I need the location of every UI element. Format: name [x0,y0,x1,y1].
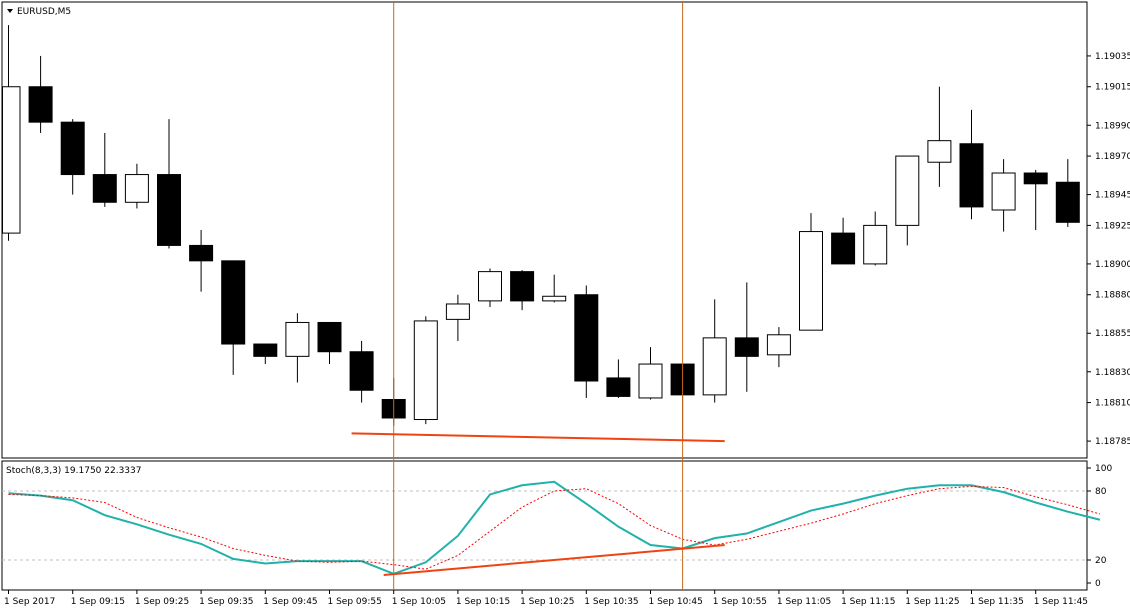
time-tick-label: 1 Sep 09:15 [71,597,125,607]
time-tick-label: 1 Sep 09:45 [263,597,317,607]
stochastic-tick-label: 20 [1095,556,1107,566]
time-tick-label: 1 Sep 10:45 [649,597,703,607]
candle-body [991,172,1016,211]
time-tick-label: 1 Sep 09:55 [328,597,382,607]
candle-body [863,224,888,265]
time-axis: 1 Sep 2017 1 Sep 09:15 1 Sep 09:25 1 Sep 09… [4,590,1088,607]
time-tick-label: 1 Sep 10:25 [520,597,574,607]
candle-body [189,244,214,262]
time-tick-label: 1 Sep 11:05 [777,597,831,607]
price-tick-label: 1.18900 [1095,260,1130,270]
stochastic-panel-frame [1,460,1088,591]
candle-body [124,174,149,203]
price-tick-label: 1.18880 [1095,291,1130,301]
candle-body [1055,181,1080,223]
candle-body [831,232,856,265]
candle-body [702,337,727,396]
price-tick-label: 1.18855 [1095,329,1130,339]
candle-body [2,86,21,234]
price-panel-frame [1,1,1088,459]
price-trendline [351,432,725,443]
candle-body [253,343,278,357]
candle-body [606,377,631,397]
candle-body [638,363,663,399]
stochastic-trendline [383,544,725,576]
time-tick-label: 1 Sep 09:25 [135,597,189,607]
stochastic-label: Stoch(8,3,3) 19.1750 22.3337 [6,466,141,476]
candle-body [349,351,374,391]
candle-body [92,174,117,203]
candle-body [28,86,53,123]
stochastic-tick-label: 80 [1095,487,1107,497]
time-tick-label: 1 Sep 11:15 [841,597,895,607]
candle-body [799,231,823,331]
time-tick-label: 1 Sep 11:35 [970,597,1024,607]
time-tick-label: 1 Sep 10:15 [456,597,510,607]
stochastic-lines [8,480,1101,575]
candle-body [542,295,567,302]
candle-body [510,271,535,302]
candle-body [1023,172,1048,185]
time-tick-label: 1 Sep 11:45 [1034,597,1088,607]
stochastic-main-line [8,480,1101,575]
candle-body [445,303,470,320]
overlay-lines [351,2,725,590]
price-tick-label: 1.18925 [1095,221,1130,231]
candle-body [285,321,310,357]
candle-body [895,155,920,226]
candle-body [959,143,984,208]
time-tick-label: 1 Sep 2017 [4,597,55,607]
symbol-label: EURUSD,M5 [17,7,71,17]
stochastic-signal-line [8,485,1101,570]
candle-body [734,337,759,357]
price-tick-label: 1.18945 [1095,191,1130,201]
candle-body [317,321,342,353]
price-tick-label: 1.18830 [1095,368,1130,378]
stochastic-tick-label: 100 [1095,464,1112,474]
price-tick-label: 1.18810 [1095,399,1130,409]
price-tick-label: 1.19035 [1095,52,1130,62]
candle-body [478,271,502,302]
candle-body [413,320,438,421]
time-tick-label: 1 Sep 10:55 [713,597,767,607]
time-tick-label: 1 Sep 10:35 [584,597,638,607]
candle-body [766,334,791,356]
candle-body [60,121,85,176]
price-tick-label: 1.18970 [1095,152,1130,162]
candle-body [157,174,181,246]
price-axis: 1.19035 1.19015 1.18990 1.18970 1.18945 1.189… [1087,52,1130,447]
price-tick-label: 1.18785 [1095,437,1130,447]
candle-body [221,260,246,345]
dropdown-arrow-icon[interactable] [7,9,13,13]
price-tick-label: 1.19015 [1095,83,1130,93]
price-tick-label: 1.18990 [1095,121,1130,131]
time-tick-label: 1 Sep 10:05 [392,597,446,607]
time-tick-label: 1 Sep 09:35 [199,597,253,607]
candle-body [927,140,952,163]
candles-group [2,25,1080,440]
time-tick-label: 1 Sep 11:25 [905,597,959,607]
stochastic-tick-label: 0 [1095,579,1101,589]
candle-body [574,294,599,382]
